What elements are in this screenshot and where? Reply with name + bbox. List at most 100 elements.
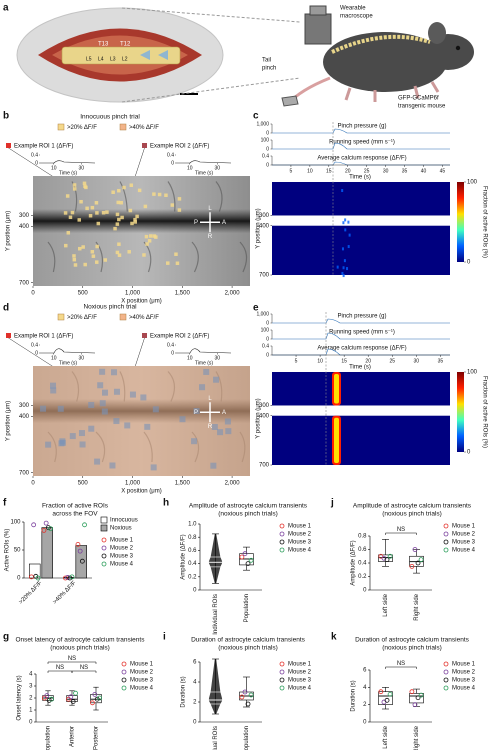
active-roi [157, 192, 162, 197]
active-roi [164, 193, 168, 198]
legend-label: Mouse 4 [110, 562, 134, 568]
heatmap-response [344, 218, 347, 222]
inset-tick-label: 0 [171, 350, 174, 356]
active-roi [224, 418, 231, 425]
legend-label: Mouse 1 [288, 524, 312, 530]
active-roi [94, 458, 101, 465]
legend-label: Mouse 3 [288, 678, 312, 684]
y-tick-label: 300 [19, 213, 30, 219]
segment-label: L4 [98, 56, 104, 62]
y-tick-label: 2 [193, 700, 197, 706]
mouse-point [63, 575, 68, 581]
active-roi [90, 250, 95, 254]
x-tick-label: 1,500 [175, 481, 191, 487]
x-tick-label: 20 [345, 168, 351, 174]
inset-tick-label: 10 [187, 355, 193, 361]
active-roi [225, 428, 232, 435]
chart-subtitle: (noxious pinch trials) [218, 645, 278, 652]
mouse-ear [428, 22, 446, 44]
y-tick-label: 2 [363, 702, 367, 708]
trace-tick-label: 0.4 [262, 153, 269, 159]
legend-label: Noxious [110, 526, 132, 532]
tail-clamp [281, 95, 299, 107]
x-tick-label: 1,000 [125, 481, 141, 487]
x-tick-label: Individual ROIs [213, 726, 219, 750]
legend-marker [443, 539, 449, 545]
macroscope-label: Wearable [340, 6, 366, 12]
colorbar-tick-label: 0 [467, 450, 471, 456]
roi-label: Example ROI 1 (ΔF/F) [14, 144, 73, 150]
active-roi [210, 462, 217, 469]
x-tick-label: 5 [290, 168, 293, 174]
active-roi [142, 253, 146, 257]
compass-label: R [208, 234, 213, 240]
legend-marker [279, 677, 285, 683]
active-roi [133, 220, 137, 224]
legend-marker [101, 561, 107, 567]
vessel [47, 241, 56, 273]
compass-label: A [222, 410, 226, 416]
active-roi [117, 242, 121, 246]
active-roi [95, 244, 99, 249]
roi-marker [6, 333, 11, 338]
inset-trace [176, 348, 232, 354]
mouse-point [239, 694, 245, 700]
vessel [191, 241, 199, 273]
chart-title: Duration of astrocyte calcium transients [191, 637, 306, 644]
legend-label: Mouse 4 [130, 686, 154, 692]
panel-title: Innocuous pinch trial [80, 114, 140, 121]
active-roi [78, 246, 82, 251]
compass-label: L [208, 206, 212, 212]
active-roi [144, 234, 149, 239]
trace-tick-label: 0 [266, 130, 269, 136]
active-roi [99, 400, 106, 407]
active-roi [199, 384, 206, 391]
legend-marker [443, 523, 449, 529]
active-roi [120, 215, 124, 220]
active-roi [119, 200, 123, 205]
mouse-point [48, 526, 53, 532]
y-axis-label: Duration (s) [181, 676, 187, 707]
trace-tick-label: 0 [266, 320, 269, 326]
y-tick-label: 6 [363, 668, 367, 674]
legend-marker [121, 677, 127, 683]
compass-label: A [222, 220, 226, 226]
inset-tick-label: 0.4 [31, 342, 38, 348]
vessel [95, 241, 104, 273]
active-roi [83, 184, 87, 189]
mouse-point [77, 548, 83, 554]
legend-label: Mouse 3 [110, 554, 134, 560]
active-roi [115, 212, 120, 217]
spine-label: T12 [120, 42, 131, 48]
x-tick-label: 500 [78, 481, 89, 487]
legend-marker [279, 523, 285, 529]
mouse-point [65, 575, 71, 580]
chart-title: Duration of astrocyte calcium transients [355, 637, 470, 644]
active-roi [170, 203, 175, 207]
mouse-legs [344, 81, 440, 102]
active-roi [91, 254, 96, 258]
legend-marker [443, 547, 449, 553]
active-roi [101, 408, 108, 415]
legend-marker [443, 661, 449, 667]
active-roi [179, 416, 186, 423]
significance-label: NS [56, 665, 64, 671]
bar [41, 527, 53, 579]
x-tick-label: 0 [31, 481, 35, 487]
significance-bracket [47, 661, 97, 664]
mouse-body [323, 32, 447, 92]
heatmap-response-core [334, 374, 339, 404]
y-tick-label: 400 [259, 223, 270, 229]
legend-marker [121, 661, 127, 667]
active-roi [72, 187, 77, 191]
active-roi [129, 391, 136, 398]
y-axis-label: Y position (μm) [256, 398, 262, 438]
x-tick-label: 25 [389, 358, 395, 364]
significance-bracket [385, 666, 417, 669]
pinch-label: pinch [262, 66, 276, 72]
mouse-point [75, 542, 81, 547]
x-tick-label: 20 [365, 358, 371, 364]
y-tick-label: 400 [259, 413, 270, 419]
inset-trace [40, 160, 96, 164]
x-tick-label: 15 [326, 168, 332, 174]
